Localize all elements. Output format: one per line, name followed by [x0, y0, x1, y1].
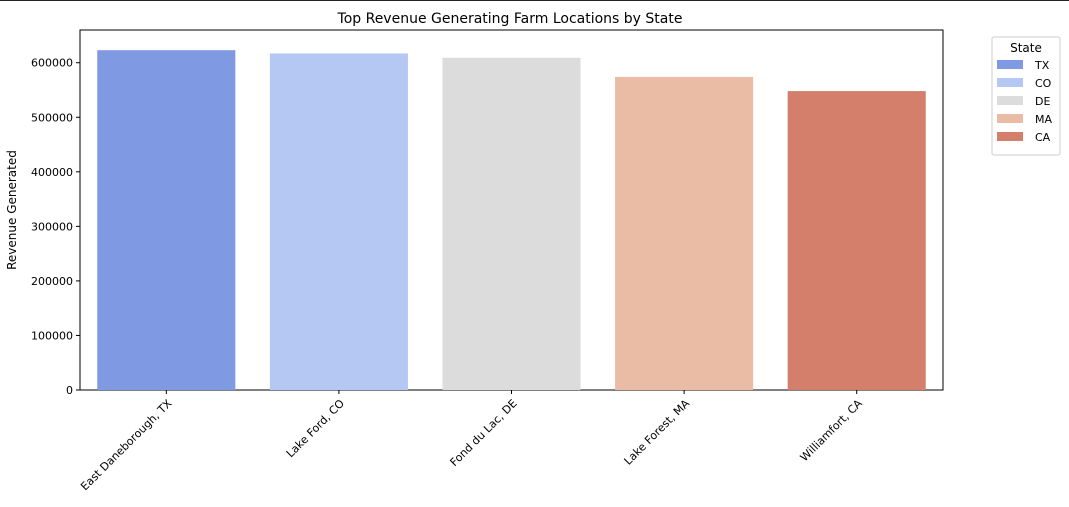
- y-tick-label: 300000: [31, 220, 73, 233]
- y-tick-label: 600000: [31, 57, 73, 70]
- legend-swatch-tx: [997, 60, 1023, 69]
- top-border-line: [0, 0, 1069, 6]
- legend-swatch-co: [997, 78, 1023, 87]
- x-tick-label: Lake Ford, CO: [284, 397, 347, 460]
- bar-de: [442, 57, 581, 390]
- legend-label-de: DE: [1035, 95, 1050, 108]
- legend-swatch-ma: [997, 114, 1023, 123]
- x-tick-label: Lake Forest, MA: [622, 397, 693, 468]
- y-tick-label: 500000: [31, 111, 73, 124]
- legend-label-ca: CA: [1035, 131, 1051, 144]
- bars-group: [97, 50, 926, 391]
- chart-title: Top Revenue Generating Farm Locations by…: [337, 11, 683, 27]
- legend-swatch-ca: [997, 132, 1023, 141]
- plot-area: 0 100000 200000 300000 400000 500000 600000 Ea…: [31, 29, 944, 493]
- y-axis: 0 100000 200000 300000 400000 500000 600000: [31, 57, 80, 397]
- y-tick-label: 200000: [31, 275, 73, 288]
- y-tick-label: 0: [66, 384, 73, 397]
- x-tick-label: Fond du Lac, DE: [448, 397, 520, 469]
- bar-tx: [97, 50, 236, 391]
- legend-swatch-de: [997, 96, 1023, 105]
- x-tick-label: East Daneborough, TX: [78, 397, 175, 494]
- x-tick-label: Williamfort, CA: [798, 397, 865, 464]
- legend-label-ma: MA: [1035, 113, 1052, 126]
- x-axis: East Daneborough, TX Lake Ford, CO Fond du…: [78, 390, 865, 493]
- bar-co: [269, 53, 408, 390]
- legend-title: State: [1010, 41, 1042, 55]
- y-axis-label: Revenue Generated: [5, 150, 19, 270]
- bar-ma: [615, 76, 754, 390]
- legend-label-co: CO: [1035, 77, 1052, 90]
- y-tick-label: 100000: [31, 329, 73, 342]
- y-tick-label: 400000: [31, 166, 73, 179]
- legend-items: TX CO DE MA CA: [997, 59, 1052, 144]
- bar-ca: [787, 91, 926, 390]
- legend-label-tx: TX: [1034, 59, 1050, 72]
- legend: State TX CO DE MA CA: [991, 36, 1061, 156]
